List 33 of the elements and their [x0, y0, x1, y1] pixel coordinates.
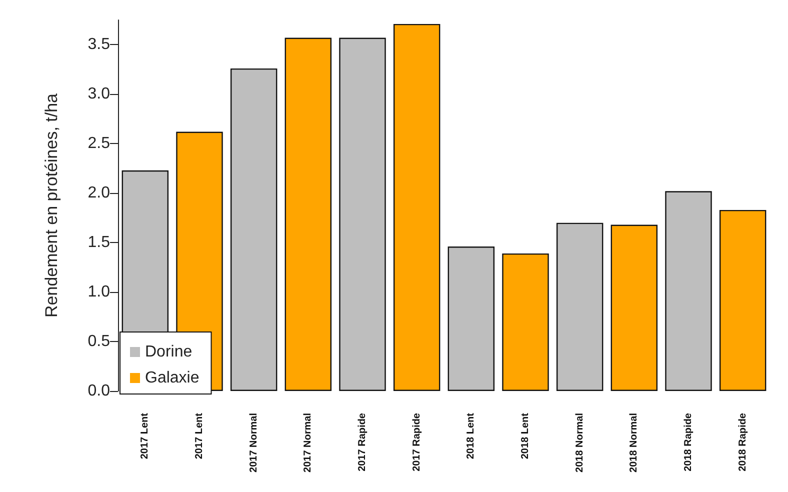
bar — [502, 253, 549, 391]
x-tick-label: 2017 Normal — [302, 412, 314, 472]
x-tick-label: 2018 Rapide — [737, 412, 748, 472]
y-tick-label: 3.5 — [88, 36, 110, 54]
y-tick-label: 0.0 — [88, 382, 110, 400]
x-tick-label: 2018 Lent — [466, 412, 477, 460]
x-tick-label: 2018 Lent — [520, 412, 531, 460]
x-tick-label: 2017 Lent — [194, 412, 205, 460]
bar — [448, 246, 495, 391]
y-tick-label: 1.5 — [88, 234, 110, 252]
bar — [719, 210, 766, 391]
x-tick-label: 2017 Lent — [140, 412, 151, 460]
bar — [339, 38, 386, 391]
y-tick-label: 0.5 — [88, 333, 110, 350]
x-tick-label: 2017 Rapide — [411, 412, 422, 472]
bar — [665, 191, 712, 391]
bar — [610, 224, 658, 391]
x-tick-label: 2018 Normal — [628, 412, 640, 472]
bar — [556, 222, 604, 391]
y-tick-label: 3.0 — [88, 86, 110, 103]
y-tick-label: 2.0 — [88, 184, 110, 202]
x-tick-label: 2018 Rapide — [683, 412, 694, 472]
x-tick-label: 2018 Normal — [574, 412, 586, 472]
bar — [393, 24, 440, 391]
y-tick-label: 2.5 — [88, 135, 110, 152]
bar — [284, 38, 332, 391]
bar — [230, 68, 278, 391]
x-tick-label: 2017 Normal — [248, 412, 260, 472]
y-tick-label: 1.0 — [88, 284, 110, 301]
x-tick-label: 2017 Rapide — [357, 412, 368, 472]
legend-label: Dorine — [145, 344, 192, 360]
legend-label: Galaxie — [145, 370, 200, 386]
y-axis-title: Rendement en protéines, t/ha — [42, 92, 61, 318]
